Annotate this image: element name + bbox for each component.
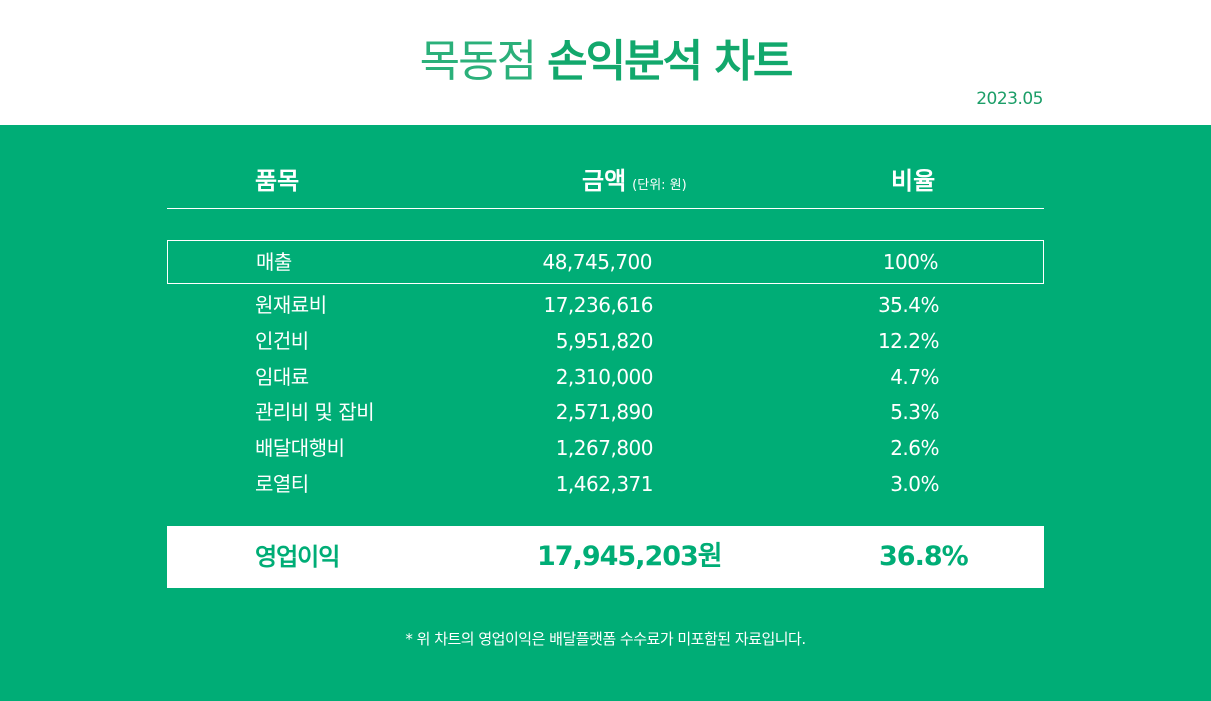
table-row: 임대료 2,310,000 4.7% [167, 359, 1044, 395]
row-ratio: 2.6% [890, 436, 939, 460]
table-row: 인건비 5,951,820 12.2% [167, 323, 1044, 359]
page-title: 목동점 손익분석 차트 [0, 34, 1211, 90]
row-amount: 2,571,890 [555, 400, 654, 424]
pnl-table-panel: 품목 금액 (단위: 원) 비율 매출 48,745,700 100% 원재료비 … [0, 125, 1211, 701]
table-row: 로열티 1,462,371 3.0% [167, 466, 1044, 502]
report-date: 2023.05 [976, 89, 1043, 109]
total-amount: 17,945,203원 [537, 541, 723, 572]
total-name: 영업이익 [255, 543, 340, 571]
row-name: 로열티 [255, 472, 309, 496]
title-store-name: 목동점 [419, 36, 537, 87]
row-amount: 48,745,700 [542, 250, 652, 274]
row-ratio: 12.2% [877, 329, 940, 353]
column-header-amount-label: 금액 [582, 167, 627, 195]
column-header-amount-unit: (단위: 원) [632, 178, 687, 193]
row-name: 인건비 [255, 329, 309, 353]
header: 목동점 손익분석 차트 2023.05 [0, 0, 1211, 125]
footnote: * 위 차트의 영업이익은 배달플랫폼 수수료가 미포함된 자료입니다. [405, 630, 806, 648]
table-row: 배달대행비 1,267,800 2.6% [167, 430, 1044, 466]
column-header-ratio: 비율 [891, 167, 936, 195]
total-ratio: 36.8% [879, 541, 969, 572]
row-name: 매출 [256, 250, 292, 274]
row-name: 원재료비 [255, 293, 327, 317]
title-main: 손익분석 차트 [547, 36, 793, 87]
row-name: 임대료 [255, 365, 309, 389]
row-ratio: 4.7% [890, 365, 939, 389]
table-row-revenue: 매출 48,745,700 100% [167, 240, 1044, 284]
operating-profit-row: 영업이익 17,945,203원 36.8% [167, 526, 1044, 588]
row-amount: 2,310,000 [555, 365, 654, 389]
row-ratio: 100% [882, 250, 939, 274]
row-ratio: 35.4% [877, 293, 940, 317]
table-row: 관리비 및 잡비 2,571,890 5.3% [167, 394, 1044, 430]
table-row: 원재료비 17,236,616 35.4% [167, 287, 1044, 323]
row-ratio: 3.0% [890, 472, 939, 496]
header-divider [167, 208, 1044, 209]
row-ratio: 5.3% [890, 400, 939, 424]
row-name: 관리비 및 잡비 [255, 400, 375, 424]
row-amount: 5,951,820 [555, 329, 654, 353]
column-header-item: 품목 [255, 167, 300, 195]
row-amount: 17,236,616 [543, 293, 653, 317]
row-name: 배달대행비 [255, 436, 345, 460]
row-amount: 1,267,800 [555, 436, 654, 460]
column-header-amount: 금액 (단위: 원) [582, 161, 687, 196]
row-amount: 1,462,371 [555, 472, 654, 496]
